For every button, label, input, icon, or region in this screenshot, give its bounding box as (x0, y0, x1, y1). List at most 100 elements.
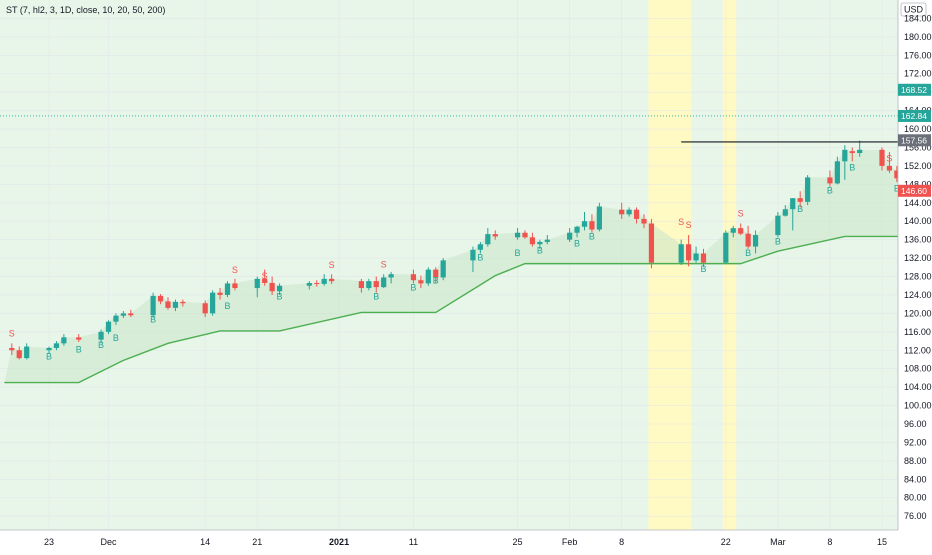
candle[interactable] (306, 281, 312, 290)
candle-body (269, 282, 275, 292)
candle[interactable] (879, 147, 885, 171)
candle[interactable] (805, 175, 811, 206)
candle[interactable] (641, 214, 647, 229)
candle[interactable] (321, 274, 327, 286)
candle[interactable] (619, 202, 625, 219)
candle[interactable] (522, 230, 528, 239)
candle[interactable] (113, 313, 119, 325)
candle[interactable] (98, 329, 104, 344)
candle[interactable] (589, 214, 595, 233)
candle[interactable] (388, 271, 394, 284)
candle[interactable] (529, 232, 536, 247)
candle[interactable] (262, 269, 268, 286)
candle[interactable] (790, 198, 796, 231)
candle[interactable] (849, 147, 855, 162)
candle-body (596, 206, 602, 230)
candle[interactable] (276, 283, 283, 295)
candle[interactable] (648, 218, 655, 269)
candle[interactable] (730, 225, 736, 238)
candle[interactable] (834, 156, 840, 185)
candle[interactable] (514, 228, 521, 240)
candle[interactable] (440, 258, 446, 281)
candle-body (53, 343, 60, 348)
candle[interactable] (886, 152, 893, 173)
candle[interactable] (366, 278, 372, 291)
candle[interactable] (433, 267, 439, 284)
candle[interactable] (752, 230, 759, 254)
currency-badge[interactable]: USD (900, 2, 927, 17)
currency-badge-box (900, 2, 927, 17)
candle[interactable] (314, 280, 320, 287)
candle[interactable] (76, 334, 82, 342)
price-tick-label: 88.00 (904, 456, 927, 466)
candle[interactable] (574, 225, 580, 238)
candle[interactable] (120, 311, 126, 318)
candle[interactable] (9, 343, 15, 355)
candle[interactable] (581, 212, 588, 231)
candle[interactable] (425, 267, 431, 286)
candle[interactable] (782, 205, 788, 217)
candle[interactable] (775, 212, 781, 238)
candle[interactable] (700, 248, 707, 268)
candle[interactable] (723, 230, 729, 264)
candle-body (581, 221, 588, 227)
candle[interactable] (418, 275, 424, 289)
candle[interactable] (16, 346, 22, 360)
time-tick-label: 21 (252, 537, 262, 547)
candle[interactable] (210, 290, 216, 316)
candle[interactable] (842, 145, 848, 180)
candle[interactable] (693, 246, 699, 263)
candle[interactable] (633, 207, 640, 224)
candle[interactable] (373, 276, 379, 293)
candle[interactable] (254, 276, 260, 298)
candle[interactable] (150, 292, 156, 318)
buy-signal: B (589, 232, 595, 242)
candle[interactable] (180, 299, 186, 307)
candle[interactable] (224, 281, 231, 298)
candle[interactable] (626, 207, 632, 217)
candle[interactable] (537, 239, 543, 249)
buy-signal: B (113, 333, 119, 343)
candle[interactable] (894, 165, 900, 183)
candle[interactable] (857, 140, 863, 157)
candle[interactable] (492, 230, 498, 240)
candle-body (276, 285, 283, 292)
candle[interactable] (477, 241, 483, 254)
candle[interactable] (827, 170, 833, 187)
candle[interactable] (567, 228, 573, 242)
candle[interactable] (329, 274, 335, 284)
candle[interactable] (24, 343, 30, 360)
candle[interactable] (202, 300, 208, 318)
candle-body (567, 232, 573, 240)
candle[interactable] (745, 225, 751, 249)
candle[interactable] (269, 276, 275, 295)
candle[interactable] (46, 346, 52, 354)
candle[interactable] (53, 341, 60, 351)
candle[interactable] (172, 299, 179, 312)
candle[interactable] (485, 228, 491, 247)
candle[interactable] (686, 235, 692, 267)
candle[interactable] (358, 278, 364, 293)
candle[interactable] (157, 294, 164, 305)
candle[interactable] (381, 274, 387, 289)
candle[interactable] (165, 297, 171, 310)
candle-body (157, 295, 164, 302)
candle[interactable] (738, 223, 744, 236)
price-tag: 168.52 (898, 83, 931, 96)
price-tick-label: 112.00 (904, 345, 931, 355)
candle[interactable] (61, 334, 67, 346)
candle[interactable] (544, 235, 550, 245)
candle-body (619, 209, 625, 215)
candle[interactable] (232, 278, 238, 291)
candle[interactable] (410, 269, 417, 284)
candle-body (678, 244, 684, 263)
candle[interactable] (105, 320, 112, 335)
candle[interactable] (470, 246, 476, 272)
candle[interactable] (128, 309, 134, 318)
candle[interactable] (678, 239, 684, 265)
candle[interactable] (596, 202, 602, 232)
candle[interactable] (797, 191, 803, 208)
candle[interactable] (217, 288, 223, 300)
